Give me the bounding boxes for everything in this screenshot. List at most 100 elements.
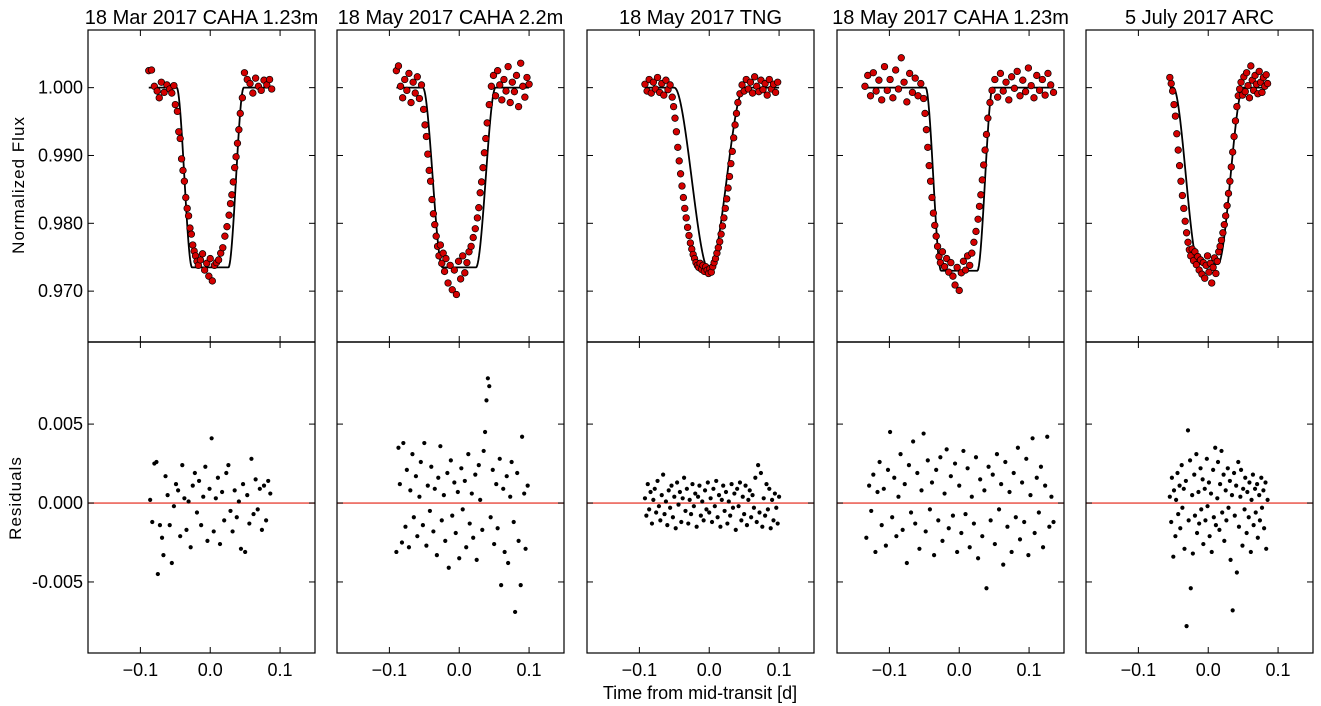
residual-point bbox=[980, 534, 985, 539]
flux-point bbox=[666, 81, 674, 89]
flux-point bbox=[883, 86, 891, 95]
residual-point bbox=[654, 510, 659, 515]
flux-point bbox=[674, 143, 682, 151]
flux-point bbox=[717, 230, 725, 238]
residual-point bbox=[182, 496, 187, 501]
flux-point bbox=[686, 239, 695, 247]
flux-point bbox=[1044, 69, 1052, 78]
x-tick-label: 0.0 bbox=[697, 660, 722, 680]
flux-point bbox=[491, 92, 500, 100]
residual-point bbox=[971, 521, 977, 526]
flux-point bbox=[446, 261, 454, 270]
flux-point bbox=[170, 81, 178, 90]
flux-point bbox=[467, 242, 475, 251]
residual-point bbox=[1262, 526, 1267, 531]
residual-point bbox=[482, 429, 488, 435]
residual-point bbox=[1261, 488, 1266, 493]
residual-point bbox=[764, 481, 769, 487]
flux-point bbox=[168, 89, 176, 97]
residual-point bbox=[1201, 541, 1206, 547]
flux-point bbox=[523, 73, 531, 82]
residual-point bbox=[1246, 515, 1251, 520]
flux-point bbox=[223, 223, 231, 231]
residual-point bbox=[1032, 530, 1037, 536]
residual-point bbox=[1040, 545, 1046, 550]
residual-point bbox=[768, 526, 773, 531]
flux-point bbox=[931, 221, 939, 229]
residual-point bbox=[684, 486, 689, 491]
flux-point bbox=[731, 121, 739, 129]
residual-point bbox=[898, 451, 903, 457]
flux-point bbox=[668, 93, 676, 101]
residual-point bbox=[896, 494, 901, 499]
residual-point bbox=[188, 545, 193, 550]
y-tick-label-bottom: 0.005 bbox=[38, 414, 83, 434]
flux-point bbox=[180, 177, 189, 185]
residual-point bbox=[1188, 586, 1193, 591]
x-tick-label: 0.0 bbox=[1196, 660, 1221, 680]
residual-point bbox=[234, 515, 239, 520]
residual-point bbox=[1177, 483, 1182, 488]
residual-point bbox=[772, 491, 777, 496]
x-tick-label: −0.1 bbox=[872, 660, 908, 680]
residual-point bbox=[148, 497, 153, 502]
flux-point bbox=[1242, 69, 1251, 77]
residual-point bbox=[1226, 505, 1231, 510]
flux-point bbox=[880, 62, 889, 71]
residual-point bbox=[900, 527, 905, 532]
flux-point bbox=[1224, 189, 1233, 198]
residual-point bbox=[439, 518, 444, 523]
x-tick-label: 0.1 bbox=[1266, 660, 1291, 680]
residual-point bbox=[875, 489, 880, 495]
residual-point bbox=[712, 504, 717, 509]
flux-point bbox=[1233, 102, 1241, 111]
residual-point bbox=[511, 519, 516, 525]
panel-1: 18 Mar 2017 CAHA 1.23m −0.1 0.0 0.1 1.000 0.9… bbox=[32, 7, 318, 680]
flux-point bbox=[716, 237, 724, 246]
flux-point bbox=[929, 209, 938, 217]
panel-4: 18 May 2017 CAHA 1.23m −0.1 0.0 0.1 bbox=[832, 7, 1069, 680]
flux-point bbox=[1007, 73, 1016, 81]
residual-point bbox=[1213, 445, 1218, 450]
residual-point bbox=[226, 463, 231, 468]
x-tick-label: −0.1 bbox=[622, 660, 658, 680]
residual-point bbox=[1249, 497, 1254, 502]
residual-point bbox=[236, 499, 241, 504]
residual-point bbox=[659, 493, 664, 498]
residual-point bbox=[224, 470, 229, 476]
flux-point bbox=[951, 281, 959, 289]
flux-point bbox=[685, 231, 693, 240]
residual-point bbox=[1197, 521, 1202, 526]
flux-point bbox=[173, 107, 182, 116]
flux-point bbox=[1175, 161, 1184, 170]
flux-point bbox=[422, 132, 431, 141]
flux-point bbox=[924, 143, 932, 151]
flux-point bbox=[401, 75, 409, 84]
flux-point bbox=[889, 94, 897, 102]
residual-point bbox=[397, 481, 402, 487]
residual-point bbox=[403, 524, 408, 529]
transit-model-curve bbox=[864, 86, 1054, 272]
residual-point bbox=[925, 458, 930, 463]
flux-point bbox=[988, 86, 996, 95]
residual-point bbox=[1257, 518, 1263, 523]
residual-point bbox=[1176, 511, 1181, 517]
flux-point bbox=[473, 214, 482, 222]
flux-point bbox=[240, 69, 249, 77]
residual-point bbox=[1236, 459, 1241, 465]
residual-point bbox=[418, 459, 423, 465]
flux-point bbox=[999, 87, 1007, 95]
residual-point bbox=[1179, 463, 1184, 468]
y-tick-label-top: 1.000 bbox=[38, 78, 83, 98]
transit-model-curve bbox=[148, 86, 272, 269]
flux-point bbox=[155, 94, 163, 102]
residual-point bbox=[1001, 562, 1006, 567]
flux-point bbox=[461, 269, 469, 277]
flux-point bbox=[407, 98, 415, 107]
flux-point bbox=[1217, 236, 1226, 244]
y-axis-title-bottom: Residuals bbox=[6, 456, 25, 540]
flux-point bbox=[1227, 163, 1235, 171]
residual-point bbox=[658, 518, 663, 523]
residual-point bbox=[1192, 472, 1197, 477]
residual-point bbox=[751, 505, 757, 510]
